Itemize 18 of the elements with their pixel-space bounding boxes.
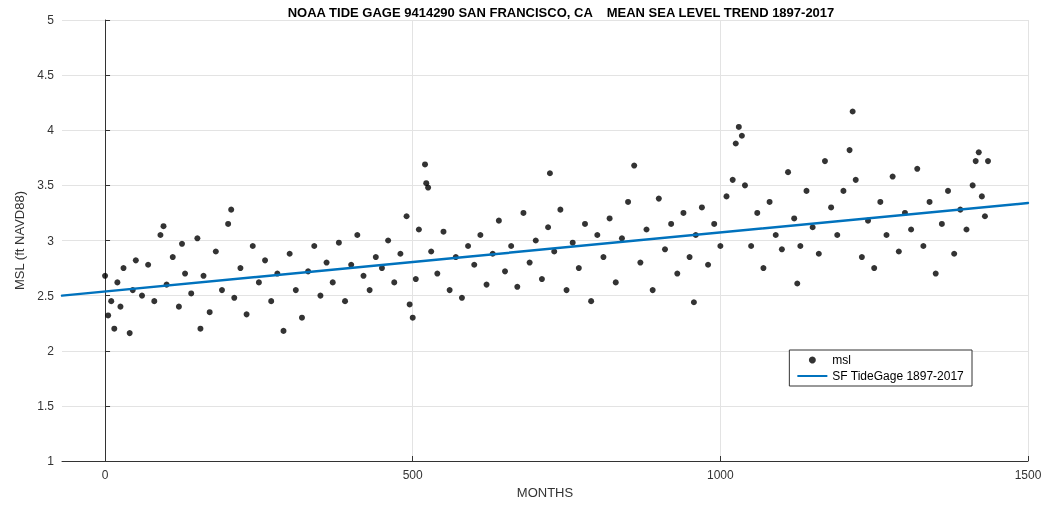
y-tick-label: 1 bbox=[47, 454, 55, 468]
y-axis-title: MSL (ft NAVD88) bbox=[12, 191, 27, 290]
chart-title: NOAA TIDE GAGE 9414290 SAN FRANCISCO, CA MEAN SEA LEVEL TREND 1897-2017 bbox=[287, 5, 835, 20]
y-tick-label: 5 bbox=[47, 13, 55, 27]
y-tick-label: 3 bbox=[47, 233, 55, 248]
y-tick-label: 2.5 bbox=[37, 288, 55, 303]
y-tick-label: 4.5 bbox=[37, 68, 55, 83]
x-axis-title: MONTHS bbox=[516, 484, 574, 500]
y-tick-label: 3.5 bbox=[37, 178, 55, 193]
y-tick-label: 1.5 bbox=[37, 398, 55, 413]
legend-label: msl bbox=[832, 353, 852, 367]
legend-label: SF TideGage 1897-2017 bbox=[832, 369, 965, 383]
y-tick-label: 2 bbox=[47, 343, 55, 358]
x-tick-label: 0 bbox=[101, 468, 109, 482]
x-tick-label: 500 bbox=[402, 468, 424, 482]
x-tick-label: 1500 bbox=[1014, 468, 1042, 482]
y-tick-label: 4 bbox=[47, 123, 55, 138]
x-tick-label: 1000 bbox=[707, 468, 735, 482]
